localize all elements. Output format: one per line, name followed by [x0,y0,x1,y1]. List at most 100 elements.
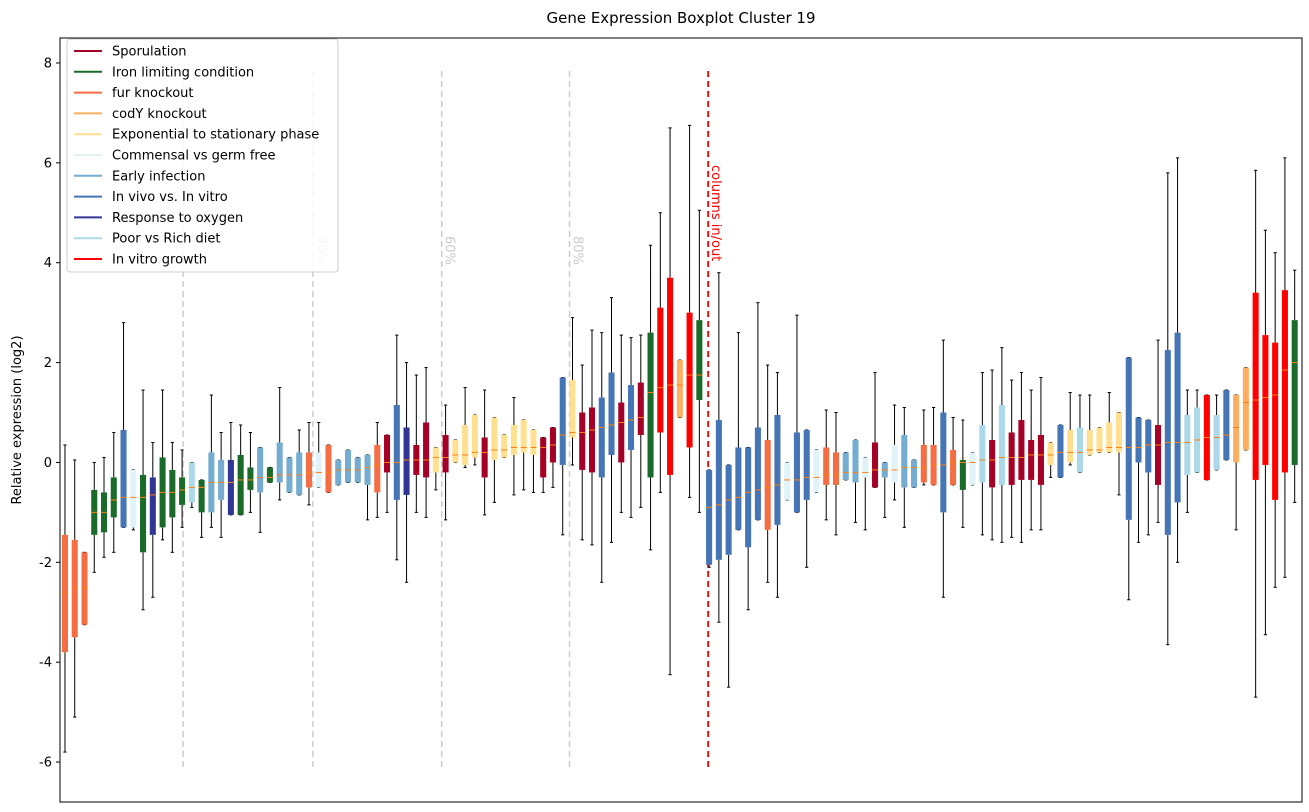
box [1281,290,1288,473]
marker-label: 60% [442,236,457,265]
box [1223,390,1230,460]
y-axis-label: Relative expression (log2) [10,335,25,504]
box [530,429,537,455]
box [1213,415,1220,470]
box [1291,320,1298,465]
box [1067,429,1074,463]
box [1252,292,1259,480]
box [1184,415,1191,475]
box [423,422,430,478]
box [784,462,791,500]
box [725,464,732,555]
box [374,444,381,493]
box [579,412,586,470]
legend-label: Early infection [112,169,205,184]
y-tick-label: -2 [39,556,52,571]
box [1233,395,1240,463]
marker-label: 80% [570,236,585,265]
box [989,439,996,488]
legend-label: Iron limiting condition [112,65,254,80]
box [715,420,722,560]
legend-label: In vivo vs. In vitro [112,190,228,205]
box [696,320,703,401]
box [198,479,205,513]
box [520,420,527,453]
legend-label: Exponential to stationary phase [112,128,319,143]
box [462,424,469,465]
box [257,447,264,493]
box [618,402,625,463]
box [774,415,781,525]
box [1076,427,1083,473]
box [1174,332,1181,503]
box [950,449,957,485]
legend-label: fur knockout [112,86,194,101]
box [637,382,644,435]
chart-title: Gene Expression Boxplot Cluster 19 [546,9,815,27]
y-tick-label: -4 [39,656,52,671]
legend-label: In vitro growth [112,253,207,268]
box [1037,434,1044,485]
box [1057,424,1064,478]
box [745,447,752,548]
box [393,405,400,500]
box [1242,367,1249,450]
box [832,452,840,485]
box [608,372,615,455]
box [491,417,498,460]
box [959,459,966,490]
box [667,277,674,475]
box [140,474,147,553]
box [384,434,391,473]
box [998,405,1005,485]
y-tick-label: 6 [44,156,52,171]
box [979,424,986,483]
box [735,447,742,530]
box [559,377,566,465]
box [628,385,635,450]
box [1086,429,1093,455]
legend-box [66,38,339,273]
box [540,437,547,478]
box [647,332,654,478]
box [754,427,761,520]
box [471,415,478,458]
box [891,444,898,483]
box [940,412,947,513]
box [842,452,849,480]
box [911,459,918,488]
box [1262,335,1269,465]
box [364,454,371,485]
box [1008,432,1015,485]
box [764,439,771,530]
legend-label: codY knockout [112,107,207,122]
legend-label: Poor vs Rich diet [112,232,220,247]
box [686,312,693,448]
box [432,447,439,473]
box [1155,424,1162,485]
box [676,360,683,418]
box [588,407,596,473]
plot-frame [59,37,1303,803]
box [452,439,459,463]
box [335,459,342,485]
box [179,477,186,505]
box [823,447,830,485]
box [803,429,810,500]
box [1145,420,1152,473]
box [481,437,488,478]
box [569,380,576,438]
box [1135,417,1142,463]
y-tick-label: 0 [44,456,52,471]
box [1106,422,1113,453]
box [276,442,283,483]
box [657,307,664,433]
box [325,444,332,493]
box [510,424,517,455]
box [862,457,869,478]
box [227,459,234,515]
box [61,534,69,653]
box [403,427,410,495]
